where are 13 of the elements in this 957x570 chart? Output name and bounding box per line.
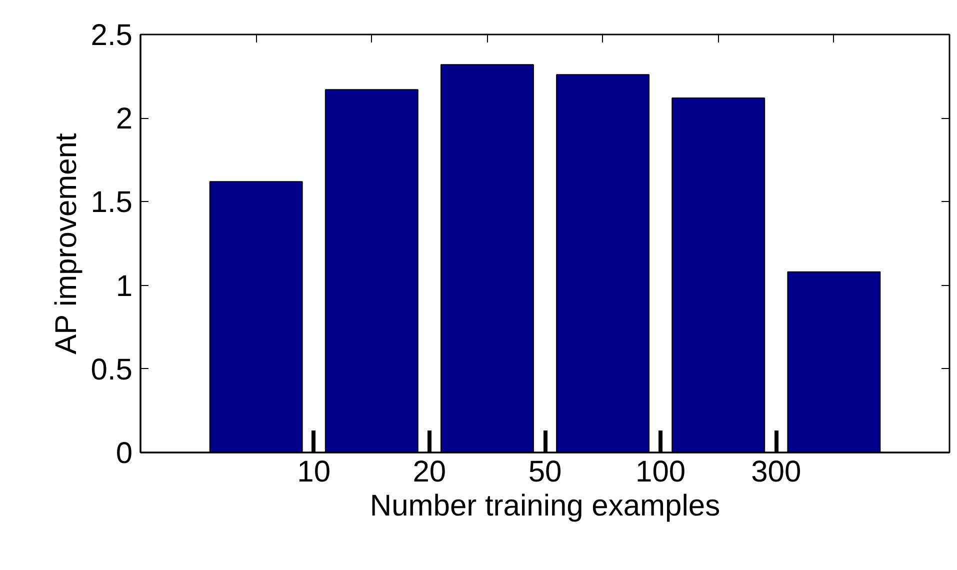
text: 10 bbox=[297, 456, 331, 488]
y-tick-label: 0 bbox=[116, 437, 133, 470]
y-tick-label: 1 bbox=[116, 270, 133, 303]
y-axis-title: AP improvement bbox=[50, 132, 83, 354]
text: 100 bbox=[636, 456, 686, 488]
x-axis-title: Number training examples bbox=[370, 490, 720, 522]
text: 20 bbox=[412, 456, 446, 488]
y-tick-label: 2.5 bbox=[90, 19, 133, 52]
y-tick-label: 0.5 bbox=[90, 353, 133, 386]
y-tick-label: 2 bbox=[116, 102, 133, 136]
text: 300 bbox=[751, 456, 802, 488]
text: 50 bbox=[528, 456, 562, 488]
y-tick-label: 1.5 bbox=[90, 186, 133, 220]
